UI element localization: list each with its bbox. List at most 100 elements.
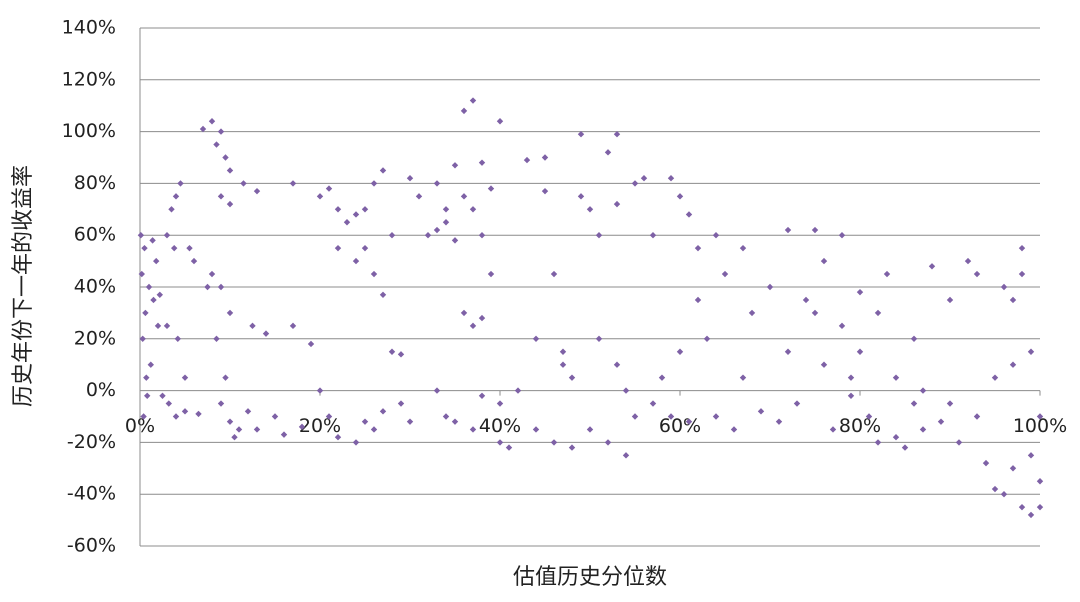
point — [379, 408, 387, 415]
point — [613, 130, 621, 138]
point — [694, 296, 702, 304]
point — [316, 387, 324, 394]
point — [253, 187, 261, 195]
point — [156, 291, 163, 298]
point — [280, 431, 288, 438]
point — [240, 180, 247, 187]
point — [141, 244, 148, 252]
point — [982, 459, 990, 467]
point — [171, 244, 178, 252]
point — [1036, 503, 1044, 511]
point — [1009, 296, 1017, 304]
point — [703, 335, 711, 342]
point — [361, 244, 369, 252]
point — [226, 167, 234, 174]
point — [856, 348, 864, 355]
point — [856, 288, 864, 296]
y-tick-label: 80% — [74, 172, 116, 194]
x-tick-label: 80% — [839, 415, 881, 437]
point — [352, 439, 360, 446]
point — [289, 180, 297, 187]
point — [658, 374, 666, 381]
point — [946, 400, 954, 407]
point — [172, 193, 180, 200]
point — [685, 418, 693, 425]
point — [802, 296, 810, 304]
point — [361, 418, 369, 425]
point — [496, 118, 504, 125]
point — [1018, 503, 1026, 511]
point — [199, 125, 207, 133]
point — [208, 270, 216, 278]
point — [541, 187, 549, 195]
y-tick-label: -40% — [67, 483, 116, 505]
point — [811, 226, 819, 234]
point — [586, 426, 594, 433]
point — [433, 387, 441, 394]
point — [379, 291, 387, 298]
point — [140, 413, 147, 420]
point — [478, 314, 486, 322]
point — [334, 244, 342, 252]
point — [174, 335, 181, 342]
point — [874, 309, 882, 317]
point — [137, 232, 145, 239]
point — [604, 149, 612, 156]
point — [739, 374, 747, 381]
point — [559, 361, 567, 368]
point — [352, 257, 360, 265]
point — [604, 439, 612, 446]
point — [991, 374, 999, 381]
x-tick-label: 0% — [125, 415, 155, 437]
point — [595, 232, 603, 239]
point — [820, 257, 828, 265]
point — [231, 434, 238, 441]
point — [406, 175, 414, 182]
point — [505, 444, 513, 451]
point — [820, 361, 828, 368]
point — [838, 232, 846, 239]
point — [586, 206, 594, 213]
point — [685, 211, 693, 218]
point — [159, 392, 166, 399]
point — [676, 348, 684, 355]
point — [217, 193, 225, 200]
point — [244, 408, 252, 415]
point — [217, 283, 225, 291]
point — [784, 226, 792, 234]
x-tick-label: 100% — [1013, 415, 1067, 437]
point — [559, 348, 567, 355]
point — [397, 400, 405, 407]
point — [631, 413, 639, 420]
point — [208, 118, 216, 125]
point — [946, 296, 954, 304]
point — [964, 257, 972, 265]
point — [784, 348, 792, 355]
point — [451, 162, 459, 169]
point — [793, 400, 801, 407]
point — [883, 270, 891, 278]
point — [469, 206, 477, 213]
point — [150, 296, 157, 304]
point — [622, 387, 630, 394]
point — [334, 206, 342, 213]
point — [613, 361, 621, 368]
point — [469, 322, 477, 330]
point — [226, 309, 234, 317]
point — [649, 400, 657, 407]
point — [1018, 244, 1026, 252]
point — [154, 322, 162, 330]
point — [226, 200, 234, 208]
point — [739, 244, 747, 252]
point — [469, 97, 477, 104]
point — [928, 263, 936, 270]
point — [325, 185, 333, 192]
point — [370, 426, 378, 433]
point — [469, 426, 477, 433]
point — [568, 444, 576, 451]
point — [142, 309, 149, 317]
point — [451, 418, 459, 425]
point — [442, 219, 450, 226]
y-tick-label: 120% — [62, 68, 116, 90]
